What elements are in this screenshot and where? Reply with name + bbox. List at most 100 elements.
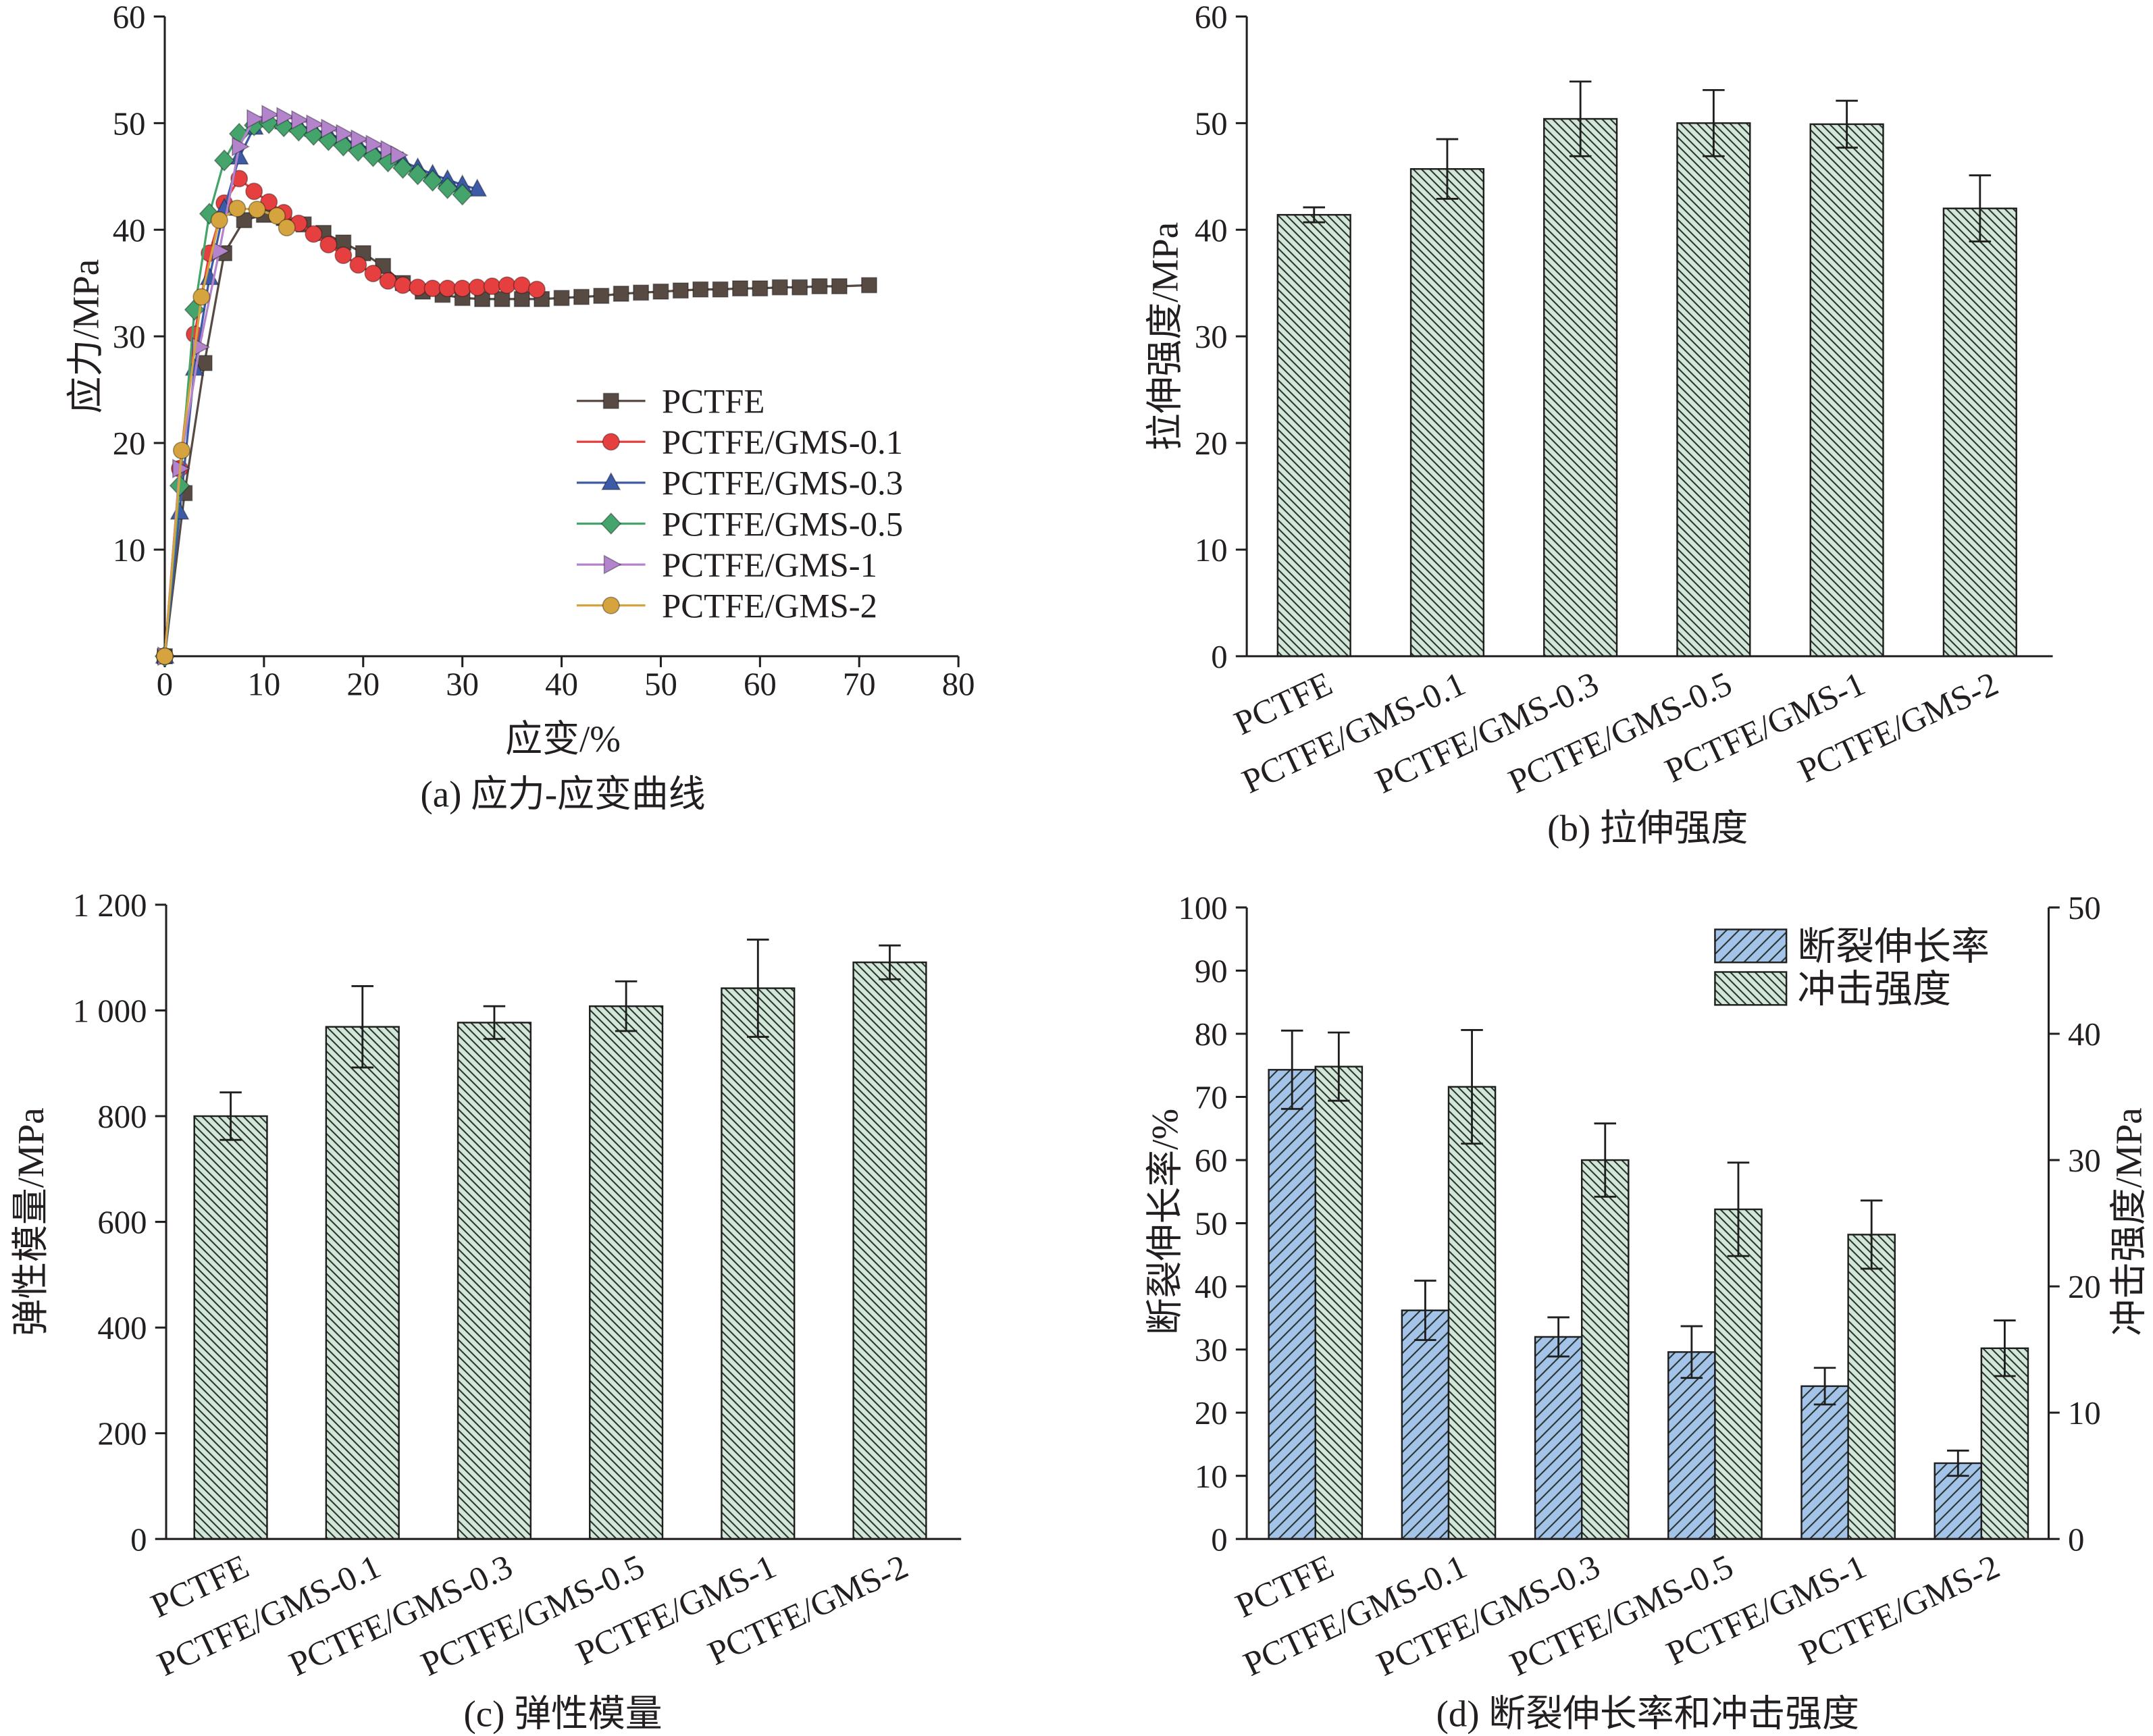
chart-a-x-tick-label: 60 — [744, 666, 777, 703]
chart-c-bar — [589, 1005, 664, 1540]
chart-a-series-1 — [155, 169, 546, 665]
chart-d-y-tick-label: 40 — [1195, 1269, 1228, 1305]
data-point-marker — [692, 281, 709, 298]
data-point-marker — [752, 280, 769, 297]
data-point-marker — [261, 105, 280, 125]
data-point-marker — [305, 225, 323, 243]
chart-a-x-tick-label: 50 — [644, 666, 677, 703]
chart-d-title: (d) 断裂伸长率和冲击强度 — [1436, 1693, 1859, 1735]
chart-d-ylabel-right: 冲击强度/MPa — [2108, 1107, 2150, 1336]
chart-a-series-5 — [155, 199, 296, 665]
chart-b-title: (b) 拉伸强度 — [1547, 808, 1748, 849]
data-point-marker — [365, 134, 384, 155]
chart-a-series-4 — [157, 105, 409, 666]
data-point-marker — [321, 118, 340, 138]
legend-marker — [603, 554, 622, 575]
data-point-marker — [593, 288, 610, 305]
data-point-marker — [553, 290, 570, 307]
chart-d-bar-series-1 — [1847, 1234, 1896, 1540]
data-point-marker — [731, 280, 748, 297]
chart-d-y-tick-label: 50 — [1195, 1206, 1228, 1242]
chart-c-elastic-modulus: 弹性模量/MPa (c) 弹性模量 0 200 400 600 800 1 000 1 20… — [10, 887, 962, 1735]
chart-d-bar-series-0 — [1534, 1336, 1583, 1540]
data-point-marker — [613, 285, 629, 302]
legend-item: PCTFE/GMS-0.5 — [576, 505, 903, 543]
data-point-marker — [267, 207, 286, 225]
chart-a-y-tick-label: 10 — [113, 532, 146, 569]
data-point-marker — [379, 272, 397, 290]
data-point-marker — [771, 279, 788, 296]
chart-d-ylabel-left: 断裂伸长率/% — [1144, 1109, 1185, 1335]
legend-swatch — [1714, 928, 1788, 964]
data-point-marker — [192, 337, 211, 357]
chart-c-category-label: PCTFE/GMS-0.3 — [284, 1547, 518, 1683]
chart-d-y2-tick-label: 30 — [2068, 1142, 2101, 1179]
data-point-marker — [527, 280, 546, 298]
chart-d-y-tick-label: 0 — [1211, 1521, 1227, 1558]
data-point-marker — [712, 281, 729, 298]
chart-c-bar — [852, 961, 927, 1540]
data-point-marker — [260, 193, 278, 211]
chart-a-x-tick-label: 20 — [346, 666, 380, 703]
chart-b-y-tick-label: 40 — [1195, 212, 1228, 248]
chart-a-y-tick-label: 60 — [113, 0, 146, 36]
chart-b-bar — [1942, 207, 2017, 658]
chart-a-series-3 — [154, 111, 473, 668]
data-point-marker — [437, 177, 458, 200]
chart-d-bars — [1268, 1028, 2029, 1540]
data-point-marker — [513, 276, 531, 294]
chart-c-y-tick-label: 400 — [97, 1310, 147, 1346]
chart-d-bar-series-1 — [1714, 1208, 1763, 1540]
chart-d-bar-series-1 — [1980, 1347, 2029, 1540]
data-point-marker — [811, 278, 828, 294]
chart-b-y-tick-label: 0 — [1211, 639, 1227, 675]
data-point-marker — [831, 278, 848, 294]
data-point-marker — [232, 136, 251, 157]
chart-b-y-tick-label: 50 — [1195, 105, 1228, 142]
data-point-marker — [334, 246, 353, 265]
chart-d-bar-series-0 — [1800, 1385, 1849, 1540]
chart-c-y-tick-label: 800 — [97, 1099, 147, 1135]
chart-a-x-tick-label: 10 — [247, 666, 280, 703]
legend-item: 断裂伸长率 — [1714, 926, 1990, 968]
chart-d-y2-tick-label: 0 — [2068, 1521, 2084, 1558]
chart-d-y2-tick-label: 10 — [2068, 1395, 2101, 1431]
legend-item: PCTFE/GMS-2 — [576, 587, 877, 625]
data-point-marker — [438, 280, 457, 298]
chart-a-ylabel: 应力/MPa — [65, 259, 106, 414]
data-point-marker — [390, 145, 409, 165]
data-point-marker — [453, 280, 471, 298]
chart-b-bar — [1809, 123, 1884, 658]
chart-a-series-2 — [155, 109, 488, 664]
chart-b-tensile-strength: 拉伸强度/MPa (b) 拉伸强度 0102030405060PCTFEPCTF… — [1144, 0, 2053, 849]
data-point-marker — [213, 149, 235, 172]
chart-d-bar-series-1 — [1314, 1066, 1364, 1540]
chart-d-y-tick-label: 80 — [1195, 1016, 1228, 1053]
data-point-marker — [467, 178, 488, 197]
legend-marker — [600, 512, 622, 535]
chart-b-category-label: PCTFE/GMS-0.1 — [1237, 664, 1471, 801]
chart-b-category-label: PCTFE/GMS-0.3 — [1370, 664, 1604, 801]
chart-d-category-label: PCTFE/GMS-0.1 — [1238, 1547, 1472, 1683]
legend-label: PCTFE/GMS-0.1 — [662, 423, 903, 461]
legend-marker — [601, 471, 621, 490]
series-line — [163, 207, 288, 657]
chart-c-ylabel: 弹性模量/MPa — [10, 1107, 51, 1336]
data-point-marker — [422, 169, 443, 192]
chart-d-y-tick-label: 90 — [1195, 953, 1228, 990]
data-point-marker — [364, 264, 382, 283]
data-point-marker — [245, 182, 263, 201]
legend-marker — [602, 596, 620, 614]
chart-c-bar — [193, 1115, 268, 1540]
chart-c-bar — [721, 987, 796, 1540]
chart-c-bars — [193, 939, 927, 1540]
chart-d-y-tick-label: 10 — [1195, 1458, 1228, 1495]
legend-item: PCTFE/GMS-0.1 — [576, 423, 903, 461]
data-point-marker — [652, 283, 669, 300]
chart-b-y-tick-label: 30 — [1195, 319, 1228, 355]
legend-item: PCTFE/GMS-1 — [576, 546, 877, 584]
chart-d-category-label: PCTFE/GMS-0.3 — [1371, 1547, 1605, 1683]
chart-d-bar-series-0 — [1667, 1351, 1716, 1540]
chart-b-y-tick-label: 60 — [1195, 0, 1228, 36]
